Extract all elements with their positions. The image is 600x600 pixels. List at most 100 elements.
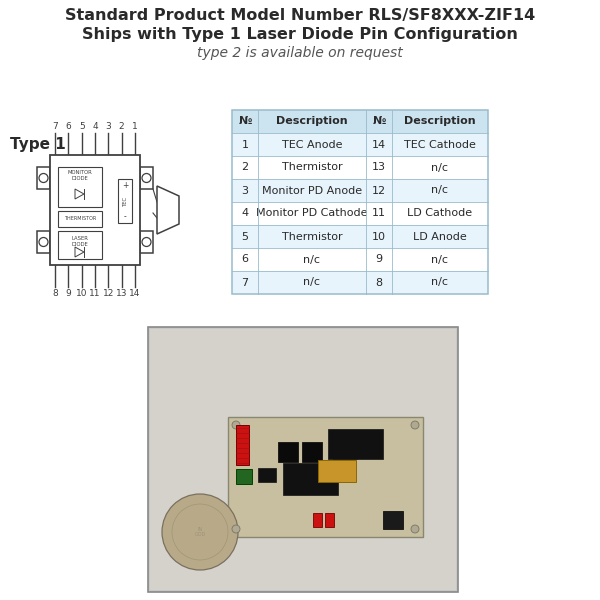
Text: +: +	[122, 181, 128, 191]
Text: 13: 13	[372, 163, 386, 173]
Text: 4: 4	[92, 122, 98, 131]
Circle shape	[39, 238, 48, 247]
Text: 7: 7	[52, 122, 58, 131]
Bar	[232, 271, 488, 294]
Bar	[236, 469, 252, 484]
Bar	[140, 231, 153, 253]
Text: 14: 14	[130, 289, 140, 298]
Text: LD Anode: LD Anode	[413, 232, 467, 241]
Text: TEC Cathode: TEC Cathode	[404, 139, 476, 149]
Bar	[232, 110, 488, 133]
Text: 2: 2	[119, 122, 124, 131]
Bar	[232, 179, 488, 202]
Bar	[58, 211, 102, 227]
Bar	[58, 167, 102, 207]
Text: Ships with Type 1 Laser Diode Pin Configuration: Ships with Type 1 Laser Diode Pin Config…	[82, 27, 518, 42]
Bar	[328, 429, 383, 459]
Text: 5: 5	[241, 232, 248, 241]
Bar	[118, 179, 132, 223]
Text: 11: 11	[372, 208, 386, 218]
Text: №: №	[238, 116, 251, 127]
Text: 10: 10	[372, 232, 386, 241]
Text: 2: 2	[241, 163, 248, 173]
Bar	[232, 248, 488, 271]
Text: DIODE: DIODE	[71, 241, 88, 247]
Text: Description: Description	[276, 116, 348, 127]
Text: TEC: TEC	[122, 196, 128, 206]
Text: 11: 11	[89, 289, 101, 298]
Text: 3: 3	[241, 185, 248, 196]
Text: 1: 1	[241, 139, 248, 149]
Text: 8: 8	[52, 289, 58, 298]
Bar	[232, 110, 488, 294]
Text: THERMISTOR: THERMISTOR	[64, 217, 96, 221]
Bar	[333, 443, 357, 459]
Text: n/c: n/c	[431, 185, 449, 196]
Text: DIODE: DIODE	[71, 176, 88, 181]
Polygon shape	[75, 247, 84, 257]
Text: Type 1: Type 1	[10, 137, 66, 152]
Circle shape	[39, 173, 48, 182]
Bar	[148, 327, 458, 592]
Text: type 2 is available on request: type 2 is available on request	[197, 46, 403, 60]
Text: №: №	[373, 116, 386, 127]
Bar	[232, 156, 488, 179]
Bar	[140, 167, 153, 189]
Text: 9: 9	[65, 289, 71, 298]
Bar	[258, 468, 276, 482]
Text: 6: 6	[65, 122, 71, 131]
Bar	[37, 231, 50, 253]
Text: -: -	[124, 212, 127, 221]
Polygon shape	[75, 189, 84, 199]
Polygon shape	[157, 186, 179, 234]
Text: 1: 1	[132, 122, 138, 131]
Bar	[37, 167, 50, 189]
Text: n/c: n/c	[431, 277, 449, 287]
Text: Description: Description	[404, 116, 476, 127]
Text: 3: 3	[106, 122, 111, 131]
Circle shape	[232, 421, 240, 429]
Circle shape	[411, 421, 419, 429]
Text: 8: 8	[376, 277, 383, 287]
Text: Thermistor: Thermistor	[281, 232, 343, 241]
Text: 5: 5	[79, 122, 85, 131]
Bar	[325, 513, 334, 527]
Circle shape	[142, 238, 151, 247]
Bar	[232, 133, 488, 156]
Bar	[383, 511, 403, 529]
Bar	[318, 460, 356, 482]
Text: TEC Anode: TEC Anode	[282, 139, 342, 149]
Bar	[232, 202, 488, 225]
Bar	[150, 329, 456, 590]
Text: 12: 12	[372, 185, 386, 196]
Text: 14: 14	[372, 139, 386, 149]
Text: n/c: n/c	[304, 254, 320, 265]
Text: Standard Product Model Number RLS/SF8XXX-ZIF14: Standard Product Model Number RLS/SF8XXX…	[65, 8, 535, 23]
Bar	[302, 442, 322, 462]
Circle shape	[162, 494, 238, 570]
Text: 10: 10	[76, 289, 88, 298]
Bar	[58, 231, 102, 259]
Text: 7: 7	[241, 277, 248, 287]
Bar	[278, 442, 298, 462]
Text: LD Cathode: LD Cathode	[407, 208, 473, 218]
Circle shape	[142, 173, 151, 182]
Text: n/c: n/c	[304, 277, 320, 287]
Bar	[236, 425, 249, 465]
Text: n/c: n/c	[431, 163, 449, 173]
Text: LASER: LASER	[71, 235, 88, 241]
Circle shape	[411, 525, 419, 533]
Bar	[232, 225, 488, 248]
Bar	[313, 513, 322, 527]
Bar	[50, 155, 140, 265]
Text: n/c: n/c	[431, 254, 449, 265]
Text: 13: 13	[116, 289, 127, 298]
Bar	[283, 463, 338, 495]
Text: IN
GOD: IN GOD	[194, 527, 206, 538]
Text: 9: 9	[376, 254, 383, 265]
Text: 12: 12	[103, 289, 114, 298]
Text: MONITOR: MONITOR	[68, 170, 92, 175]
Text: 4: 4	[241, 208, 248, 218]
Text: Thermistor: Thermistor	[281, 163, 343, 173]
Text: 6: 6	[241, 254, 248, 265]
